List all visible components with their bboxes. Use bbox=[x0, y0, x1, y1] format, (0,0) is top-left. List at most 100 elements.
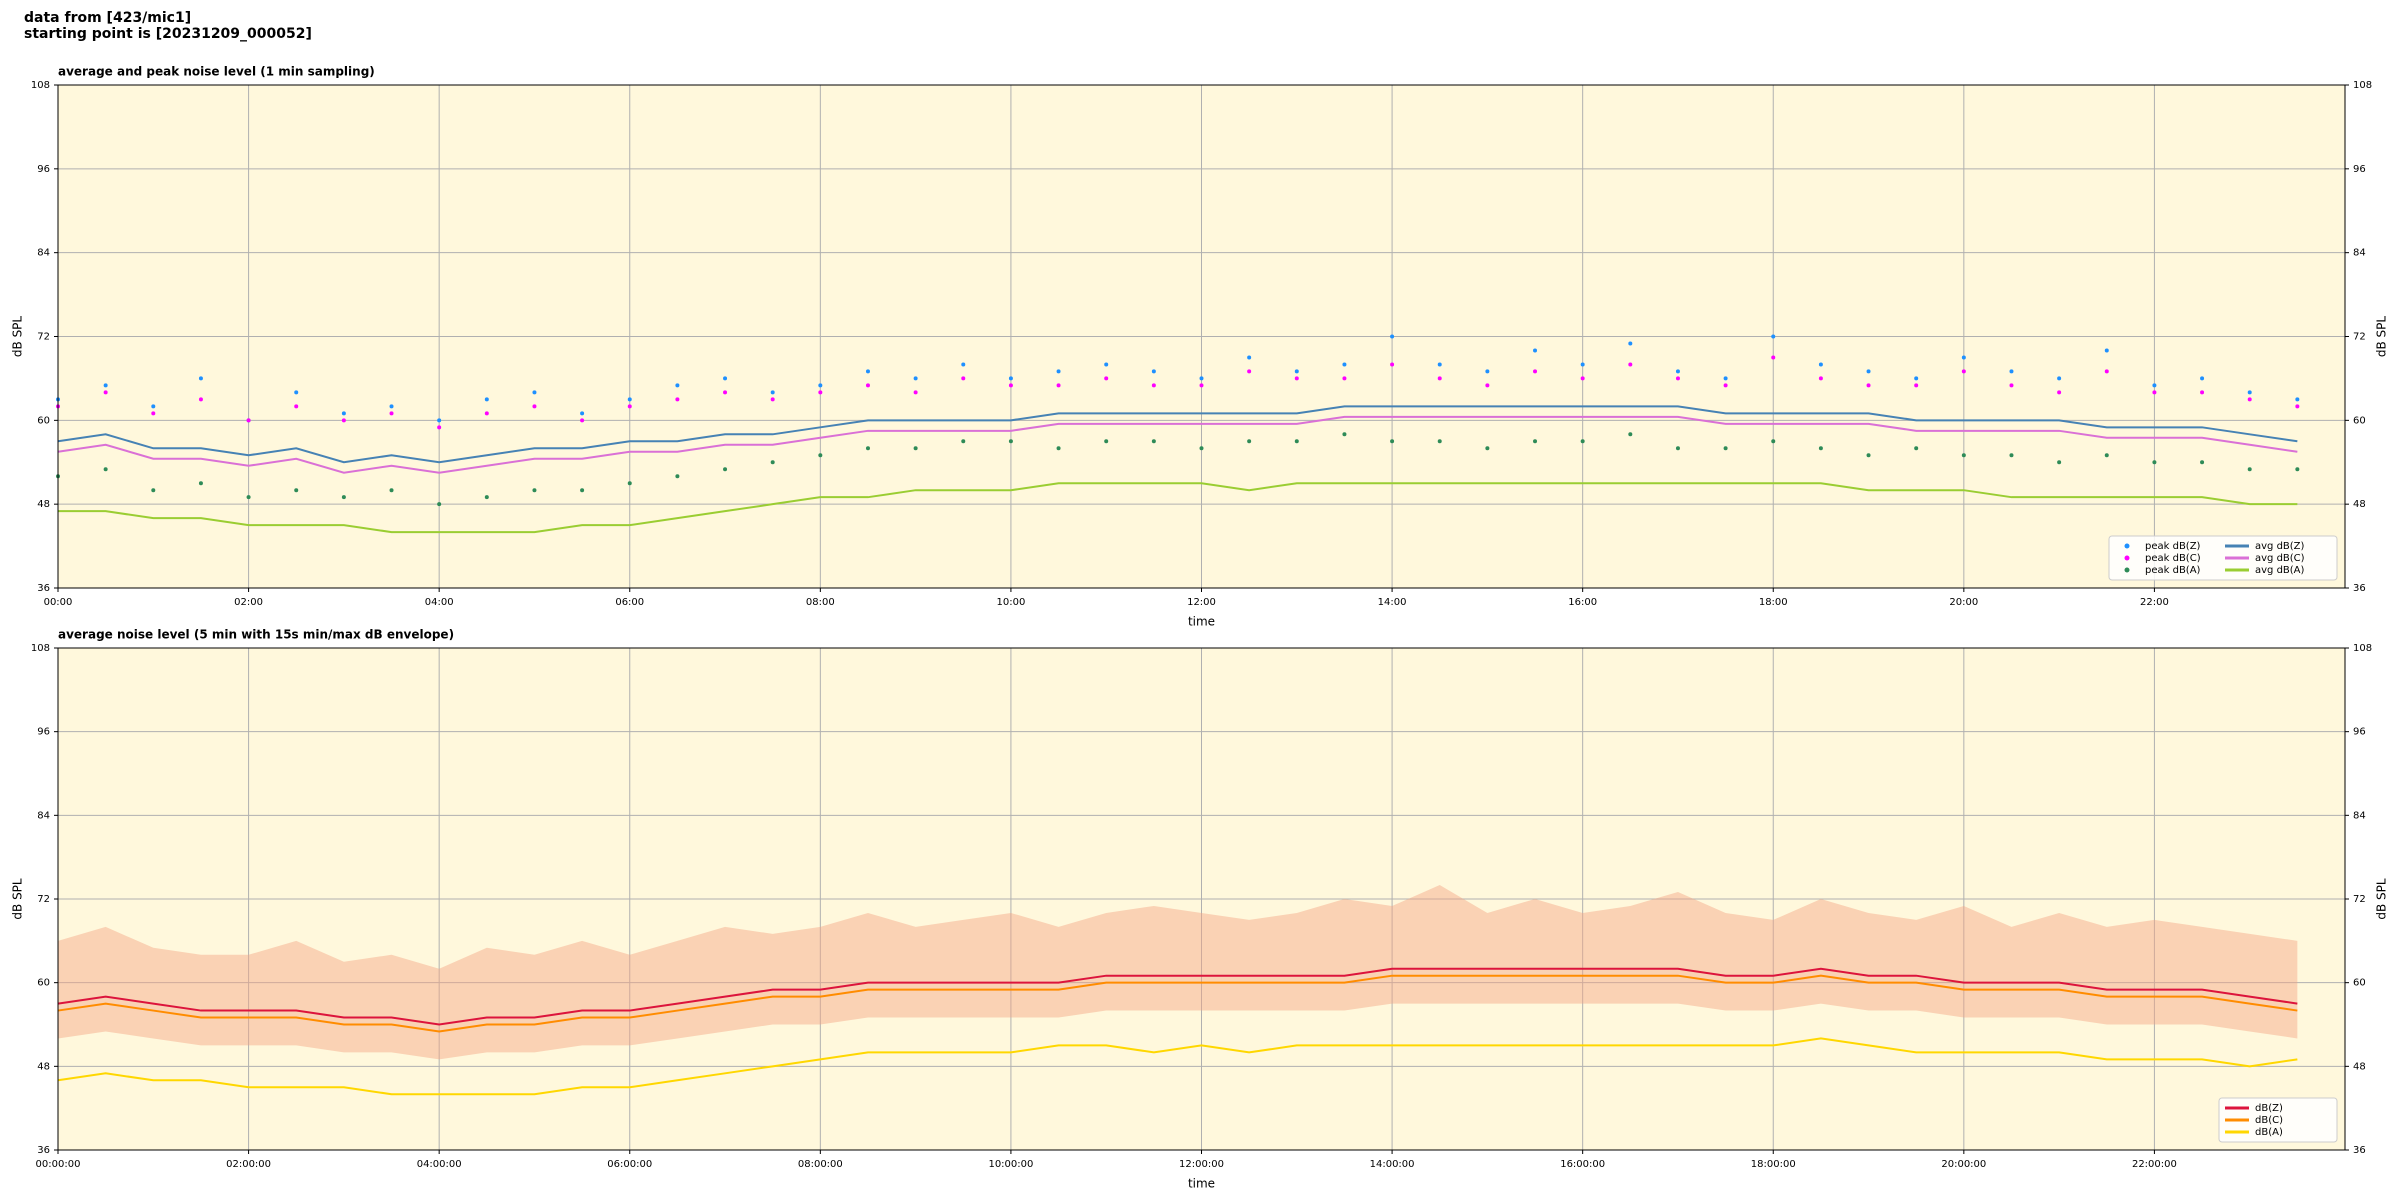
scatter-point bbox=[2247, 397, 2252, 402]
scatter-point bbox=[1151, 439, 1156, 444]
x-tick-label: 02:00 bbox=[234, 597, 263, 608]
y-tick-label: 48 bbox=[2353, 499, 2366, 510]
scatter-point bbox=[770, 460, 775, 465]
x-tick-label: 20:00 bbox=[1949, 597, 1978, 608]
scatter-point bbox=[818, 383, 823, 388]
legend-label: avg dB(C) bbox=[2255, 553, 2305, 564]
scatter-point bbox=[1342, 362, 1347, 367]
scatter-point bbox=[437, 425, 442, 430]
y-tick-label: 72 bbox=[2353, 894, 2366, 905]
scatter-point bbox=[627, 397, 632, 402]
scatter-point bbox=[1294, 439, 1299, 444]
legend-marker bbox=[2124, 567, 2130, 573]
x-tick-label: 02:00:00 bbox=[226, 1159, 271, 1170]
y-tick-label: 48 bbox=[37, 499, 50, 510]
y-tick-label: 84 bbox=[37, 810, 50, 821]
series-line bbox=[57, 967, 2298, 1026]
envelope-band bbox=[58, 885, 2298, 1060]
scatter-point bbox=[723, 376, 728, 381]
legend-label: dB(A) bbox=[2255, 1127, 2283, 1138]
x-tick-label: 06:00:00 bbox=[607, 1159, 652, 1170]
scatter-point bbox=[1818, 446, 1823, 451]
y-tick-label: 96 bbox=[2353, 164, 2366, 175]
x-axis-label: time bbox=[1188, 615, 1215, 629]
legend-box bbox=[2108, 535, 2338, 581]
legend-label: peak dB(C) bbox=[2145, 553, 2201, 564]
scatter-point bbox=[1390, 439, 1395, 444]
scatter-point bbox=[1485, 383, 1490, 388]
scatter-point bbox=[103, 383, 108, 388]
x-tick-label: 14:00 bbox=[1378, 597, 1407, 608]
scatter-point bbox=[1628, 432, 1633, 437]
scatter-point bbox=[865, 383, 870, 388]
scatter-point bbox=[2152, 460, 2157, 465]
scatter-point bbox=[2152, 383, 2157, 388]
x-tick-label: 16:00:00 bbox=[1560, 1159, 1605, 1170]
series-line bbox=[58, 482, 2298, 534]
legend-marker bbox=[2124, 555, 2130, 561]
scatter-point bbox=[1294, 376, 1299, 381]
scatter-point bbox=[1771, 334, 1776, 339]
scatter-point bbox=[341, 418, 346, 423]
scatter-point bbox=[2247, 390, 2252, 395]
x-tick-label: 08:00 bbox=[806, 597, 835, 608]
y-tick-label: 36 bbox=[37, 583, 50, 594]
scatter-point bbox=[103, 467, 108, 472]
scatter-point bbox=[2200, 376, 2205, 381]
scatter-point bbox=[341, 495, 346, 500]
scatter-point bbox=[913, 446, 918, 451]
chart-title: average and peak noise level (1 min samp… bbox=[58, 65, 375, 79]
x-tick-label: 04:00 bbox=[425, 597, 454, 608]
y-tick-label: 96 bbox=[2353, 727, 2366, 738]
y-tick-label: 108 bbox=[31, 643, 50, 654]
scatter-point bbox=[2295, 467, 2300, 472]
legend-label: dB(Z) bbox=[2255, 1103, 2283, 1114]
scatter-point bbox=[484, 397, 489, 402]
x-tick-label: 14:00:00 bbox=[1370, 1159, 1415, 1170]
x-tick-label: 20:00:00 bbox=[1941, 1159, 1986, 1170]
scatter-point bbox=[1961, 453, 1966, 458]
plot-frame bbox=[57, 647, 2346, 1151]
scatter-point bbox=[1533, 369, 1538, 374]
legend-label: avg dB(Z) bbox=[2255, 541, 2305, 552]
y-axis-label: dB SPL bbox=[11, 878, 25, 920]
scatter-point bbox=[580, 488, 585, 493]
y-axis-label: dB SPL bbox=[2375, 316, 2389, 358]
scatter-point bbox=[1485, 369, 1490, 374]
scatter-point bbox=[532, 488, 537, 493]
scatter-point bbox=[1628, 341, 1633, 346]
scatter-point bbox=[1771, 355, 1776, 360]
x-tick-label: 00:00 bbox=[44, 597, 73, 608]
scatter-point bbox=[723, 390, 728, 395]
y-tick-label: 84 bbox=[37, 248, 50, 259]
x-tick-label: 12:00:00 bbox=[1179, 1159, 1224, 1170]
scatter-point bbox=[1437, 439, 1442, 444]
scatter-point bbox=[2295, 404, 2300, 409]
scatter-point bbox=[961, 362, 966, 367]
scatter-point bbox=[1818, 376, 1823, 381]
x-tick-label: 18:00 bbox=[1759, 597, 1788, 608]
series-line bbox=[57, 1037, 2298, 1096]
scatter-point bbox=[723, 467, 728, 472]
scatter-point bbox=[532, 404, 537, 409]
series-line bbox=[57, 415, 2298, 474]
scatter-point bbox=[1294, 369, 1299, 374]
x-tick-label: 08:00:00 bbox=[798, 1159, 843, 1170]
x-tick-label: 16:00 bbox=[1568, 597, 1597, 608]
scatter-point bbox=[2200, 390, 2205, 395]
y-tick-label: 36 bbox=[37, 1145, 50, 1156]
scatter-point bbox=[1723, 446, 1728, 451]
scatter-point bbox=[1390, 362, 1395, 367]
scatter-point bbox=[389, 411, 394, 416]
scatter-point bbox=[484, 495, 489, 500]
scatter-point bbox=[1104, 362, 1109, 367]
x-tick-label: 10:00:00 bbox=[988, 1159, 1033, 1170]
chart-title: average noise level (5 min with 15s min/… bbox=[58, 628, 454, 642]
y-tick-label: 108 bbox=[2353, 80, 2372, 91]
scatter-point bbox=[1151, 369, 1156, 374]
scatter-point bbox=[675, 383, 680, 388]
y-tick-label: 84 bbox=[2353, 810, 2366, 821]
y-tick-label: 36 bbox=[2353, 583, 2366, 594]
scatter-point bbox=[580, 418, 585, 423]
